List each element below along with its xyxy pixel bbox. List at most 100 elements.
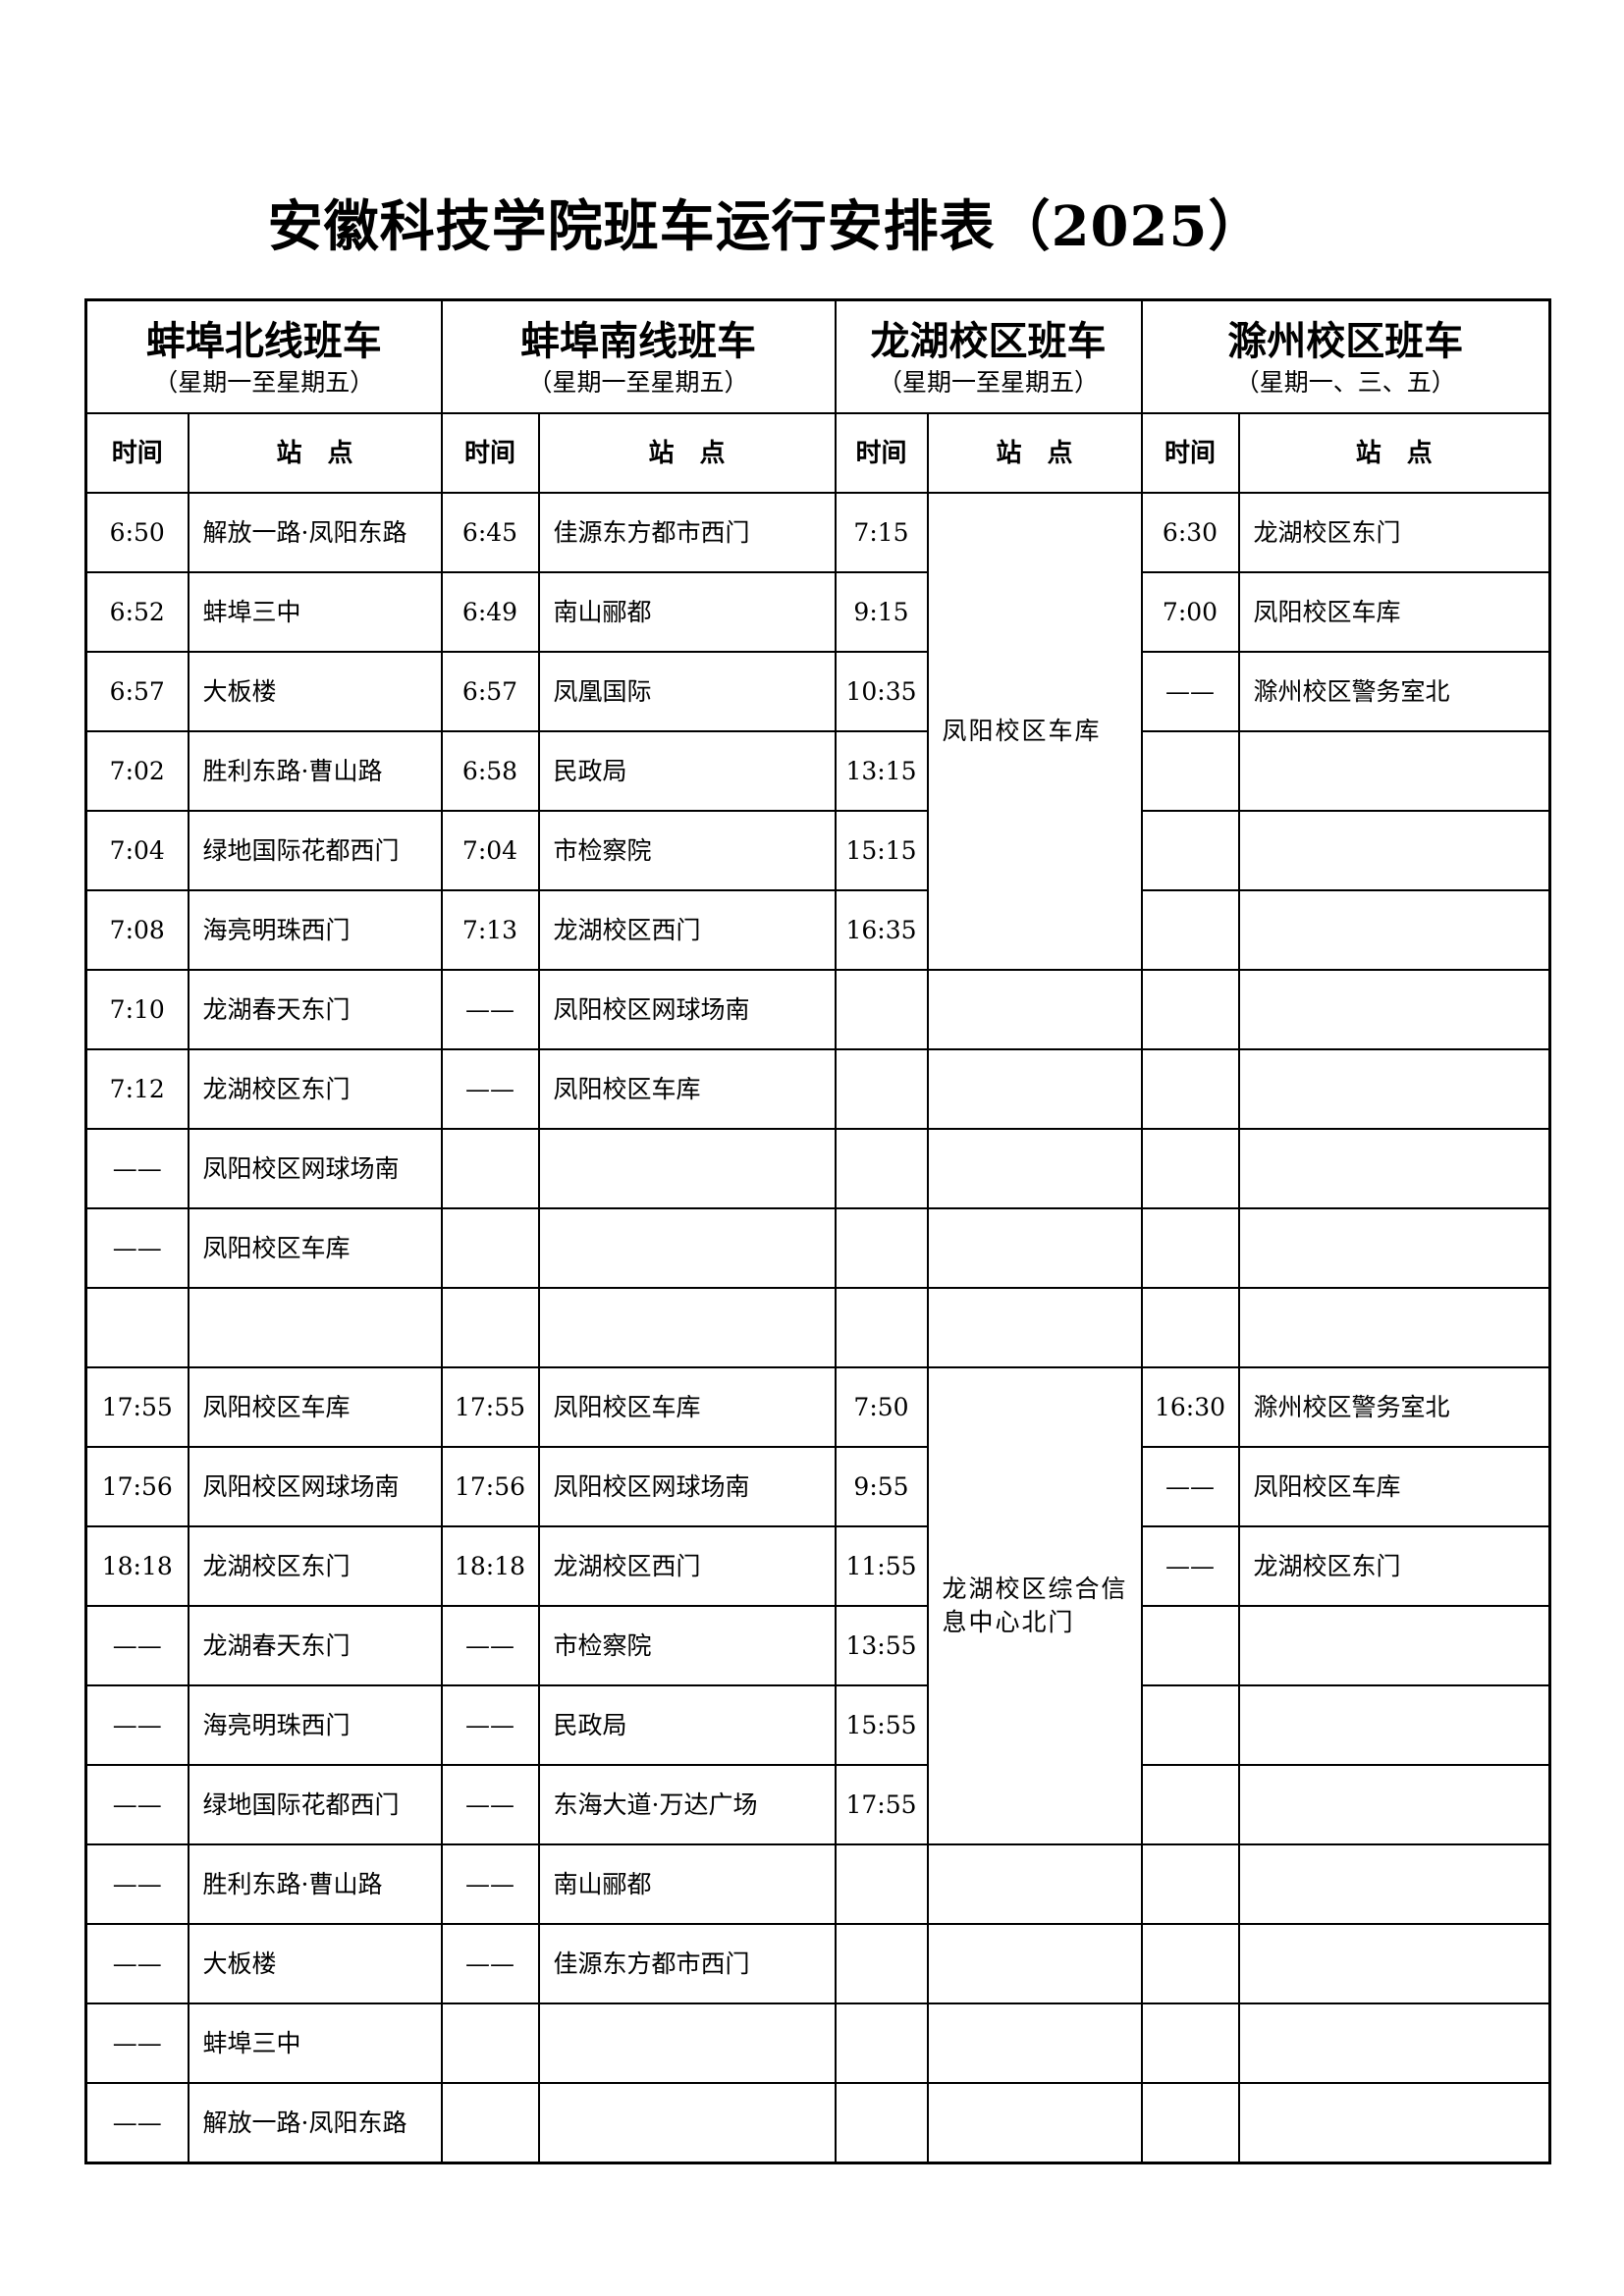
chuzhou-time-cell bbox=[1140, 1764, 1240, 1845]
table-row: 7:02 胜利东路·曹山路 6:58 民政局 13:15 bbox=[84, 730, 1551, 812]
route-days: （星期一至星期五） bbox=[527, 367, 749, 397]
longhu-time-cell bbox=[834, 2002, 929, 2084]
chuzhou-time-cell bbox=[1140, 1605, 1240, 1686]
north-time-cell: 7:04 bbox=[84, 810, 189, 891]
north-station-cell: 海亮明珠西门 bbox=[187, 1684, 443, 1766]
north-station-cell: 海亮明珠西门 bbox=[187, 889, 443, 971]
col-header-station: 站 点 bbox=[187, 412, 443, 494]
north-station-cell: 凤阳校区车库 bbox=[187, 1207, 443, 1289]
south-time-cell: 6:49 bbox=[440, 571, 540, 653]
chuzhou-time-cell bbox=[1140, 889, 1240, 971]
north-time-cell: —— bbox=[84, 1605, 189, 1686]
route-header-south: 蚌埠南线班车 （星期一至星期五） bbox=[440, 298, 837, 414]
south-station-cell: 龙湖校区西门 bbox=[537, 1525, 837, 1607]
south-time-cell: —— bbox=[440, 1048, 540, 1130]
north-time-cell: 17:56 bbox=[84, 1446, 189, 1527]
route-days: （星期一至星期五） bbox=[153, 367, 375, 397]
table-row: 17:56 凤阳校区网球场南 17:56 凤阳校区网球场南 9:55 —— 凤阳校区车库 bbox=[84, 1446, 1551, 1527]
chuzhou-station-cell bbox=[1237, 1128, 1551, 1209]
longhu-time-cell: 9:15 bbox=[834, 571, 929, 653]
chuzhou-station-cell bbox=[1237, 1684, 1551, 1766]
table-row: —— 海亮明珠西门 —— 民政局 15:55 bbox=[84, 1684, 1551, 1766]
chuzhou-station-cell bbox=[1237, 1048, 1551, 1130]
col-header-station: 站 点 bbox=[537, 412, 837, 494]
chuzhou-time-cell: —— bbox=[1140, 1446, 1240, 1527]
longhu-time-cell: 13:15 bbox=[834, 730, 929, 812]
col-header-time: 时间 bbox=[440, 412, 540, 494]
chuzhou-time-cell bbox=[1140, 810, 1240, 891]
chuzhou-station-cell: 凤阳校区车库 bbox=[1237, 571, 1551, 653]
route-name: 龙湖校区班车 bbox=[870, 317, 1107, 364]
south-time-cell: —— bbox=[440, 1684, 540, 1766]
south-time-cell: —— bbox=[440, 1843, 540, 1925]
chuzhou-time-cell: —— bbox=[1140, 1525, 1240, 1607]
north-station-cell: 胜利东路·曹山路 bbox=[187, 1843, 443, 1925]
route-name: 蚌埠南线班车 bbox=[520, 317, 756, 364]
route-header-north: 蚌埠北线班车 （星期一至星期五） bbox=[84, 298, 443, 414]
longhu-station-cell bbox=[926, 2082, 1143, 2164]
chuzhou-time-cell bbox=[1140, 969, 1240, 1050]
south-station-cell: 民政局 bbox=[537, 730, 837, 812]
south-time-cell: —— bbox=[440, 1923, 540, 2004]
schedule-table: 蚌埠北线班车 （星期一至星期五） 蚌埠南线班车 （星期一至星期五） 龙湖校区班车 （星… bbox=[84, 298, 1551, 2164]
north-time-cell: 7:02 bbox=[84, 730, 189, 812]
south-station-cell: 南山郦都 bbox=[537, 571, 837, 653]
longhu-station-cell bbox=[926, 969, 1143, 1050]
longhu-station-cell bbox=[926, 1128, 1143, 1209]
col-header-station: 站 点 bbox=[1237, 412, 1551, 494]
south-station-cell: 凤凰国际 bbox=[537, 651, 837, 732]
north-station-cell: 龙湖春天东门 bbox=[187, 969, 443, 1050]
south-station-cell: 市检察院 bbox=[537, 810, 837, 891]
longhu-time-cell: 11:55 bbox=[834, 1525, 929, 1607]
north-time-cell: —— bbox=[84, 1764, 189, 1845]
col-header-time: 时间 bbox=[834, 412, 929, 494]
longhu-time-cell: 10:35 bbox=[834, 651, 929, 732]
chuzhou-time-cell bbox=[1140, 2002, 1240, 2084]
longhu-station-cell bbox=[926, 1287, 1143, 1368]
north-time-cell: 7:10 bbox=[84, 969, 189, 1050]
table-row: 7:08 海亮明珠西门 7:13 龙湖校区西门 16:35 bbox=[84, 889, 1551, 971]
north-station-cell: 大板楼 bbox=[187, 651, 443, 732]
south-time-cell: 17:56 bbox=[440, 1446, 540, 1527]
north-time-cell: 17:55 bbox=[84, 1366, 189, 1448]
north-station-cell: 蚌埠三中 bbox=[187, 571, 443, 653]
north-time-cell: —— bbox=[84, 2002, 189, 2084]
table-row: 18:18 龙湖校区东门 18:18 龙湖校区西门 11:55 —— 龙湖校区东门 bbox=[84, 1525, 1551, 1607]
north-time-cell: —— bbox=[84, 1684, 189, 1766]
south-time-cell bbox=[440, 2002, 540, 2084]
col-header-time: 时间 bbox=[1140, 412, 1240, 494]
north-station-cell bbox=[187, 1287, 443, 1368]
chuzhou-station-cell bbox=[1237, 969, 1551, 1050]
chuzhou-station-cell bbox=[1237, 2082, 1551, 2164]
longhu-time-cell bbox=[834, 1207, 929, 1289]
south-time-cell: 7:13 bbox=[440, 889, 540, 971]
south-station-cell: 东海大道·万达广场 bbox=[537, 1764, 837, 1845]
table-row bbox=[84, 1287, 1551, 1368]
route-name: 蚌埠北线班车 bbox=[145, 317, 382, 364]
south-station-cell: 凤阳校区网球场南 bbox=[537, 1446, 837, 1527]
longhu-station-cell bbox=[926, 1923, 1143, 2004]
north-time-cell: —— bbox=[84, 2082, 189, 2164]
chuzhou-station-cell: 凤阳校区车库 bbox=[1237, 1446, 1551, 1527]
col-header-station: 站 点 bbox=[926, 412, 1143, 494]
south-time-cell bbox=[440, 1287, 540, 1368]
longhu-station-cell bbox=[926, 1207, 1143, 1289]
table-row: —— 凤阳校区网球场南 bbox=[84, 1128, 1551, 1209]
chuzhou-time-cell bbox=[1140, 1128, 1240, 1209]
north-station-cell: 凤阳校区车库 bbox=[187, 1366, 443, 1448]
south-time-cell: —— bbox=[440, 1764, 540, 1845]
north-time-cell: —— bbox=[84, 1843, 189, 1925]
longhu-time-cell bbox=[834, 969, 929, 1050]
chuzhou-station-cell bbox=[1237, 889, 1551, 971]
north-station-cell: 龙湖校区东门 bbox=[187, 1525, 443, 1607]
longhu-time-cell: 7:50 bbox=[834, 1366, 929, 1448]
longhu-time-cell: 15:15 bbox=[834, 810, 929, 891]
schedule-body: 6:50 解放一路·凤阳东路 6:45 佳源东方都市西门 7:15 凤阳校区车库 6:30 龙… bbox=[84, 492, 1551, 2164]
table-row: 6:50 解放一路·凤阳东路 6:45 佳源东方都市西门 7:15 凤阳校区车库 6:30 龙… bbox=[84, 492, 1551, 971]
table-row: 6:57 大板楼 6:57 凤凰国际 10:35 —— 滁州校区警务室北 bbox=[84, 651, 1551, 732]
chuzhou-station-cell bbox=[1237, 730, 1551, 812]
south-time-cell: 6:58 bbox=[440, 730, 540, 812]
north-station-cell: 凤阳校区网球场南 bbox=[187, 1128, 443, 1209]
south-station-cell: 凤阳校区车库 bbox=[537, 1048, 837, 1130]
chuzhou-time-cell bbox=[1140, 2082, 1240, 2164]
